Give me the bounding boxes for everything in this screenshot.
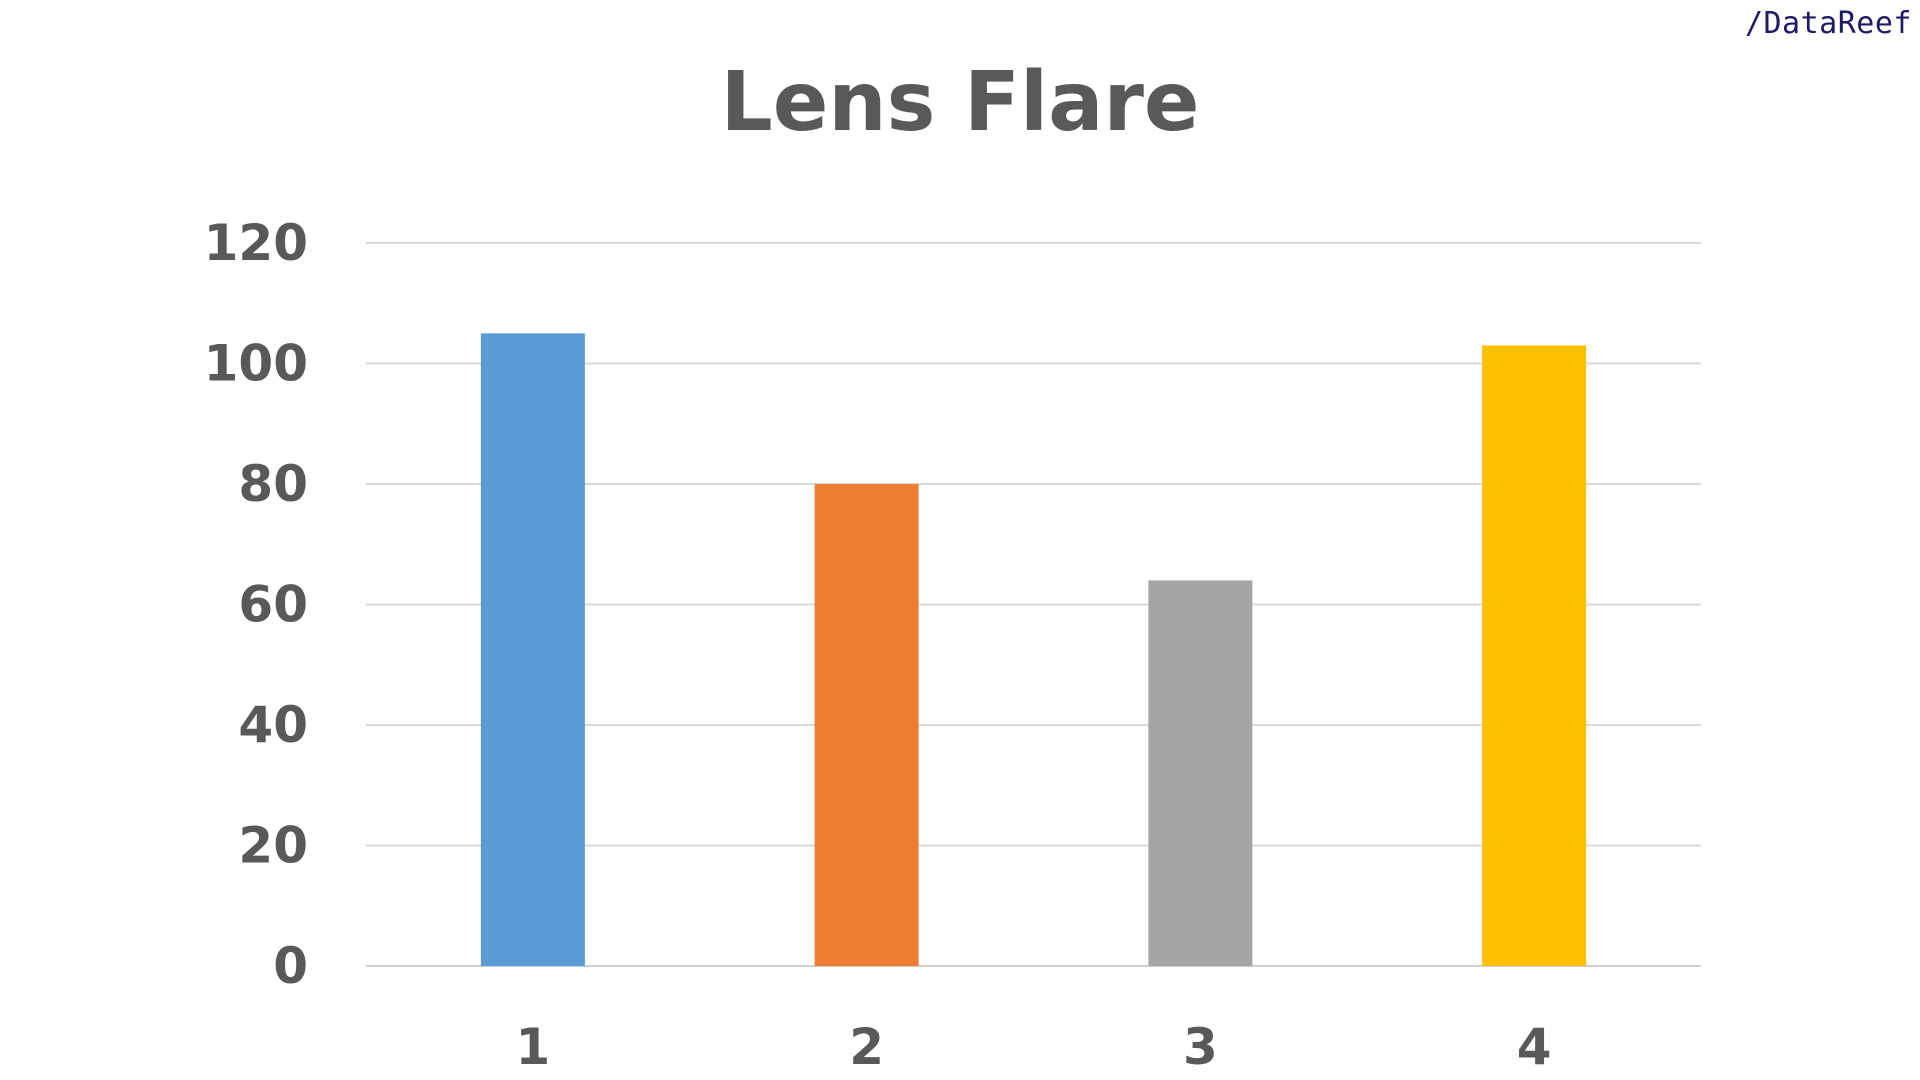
y-axis-ticks: 0 20 40 60 80 100 120	[204, 214, 308, 995]
y-tick-label: 120	[204, 214, 308, 272]
bar-2	[814, 484, 919, 966]
x-tick-label: 1	[515, 1018, 550, 1076]
x-axis-ticks: 1 2 3 4	[515, 1018, 1551, 1076]
x-tick-label: 3	[1183, 1018, 1218, 1076]
bars	[480, 333, 1587, 966]
x-tick-label: 2	[849, 1018, 884, 1076]
y-tick-label: 60	[238, 576, 308, 634]
y-tick-label: 100	[204, 335, 308, 393]
brand-logo: /DataReef	[1744, 6, 1912, 41]
y-tick-label: 20	[238, 817, 308, 875]
chart-title: Lens Flare	[720, 55, 1200, 150]
x-tick-label: 4	[1517, 1018, 1552, 1076]
y-tick-label: 0	[273, 937, 308, 995]
y-tick-label: 40	[238, 696, 308, 754]
gridlines	[366, 242, 1701, 967]
y-tick-label: 80	[238, 455, 308, 513]
bar-4	[1482, 345, 1587, 966]
bar-3	[1148, 580, 1253, 966]
bar-1	[480, 333, 585, 966]
